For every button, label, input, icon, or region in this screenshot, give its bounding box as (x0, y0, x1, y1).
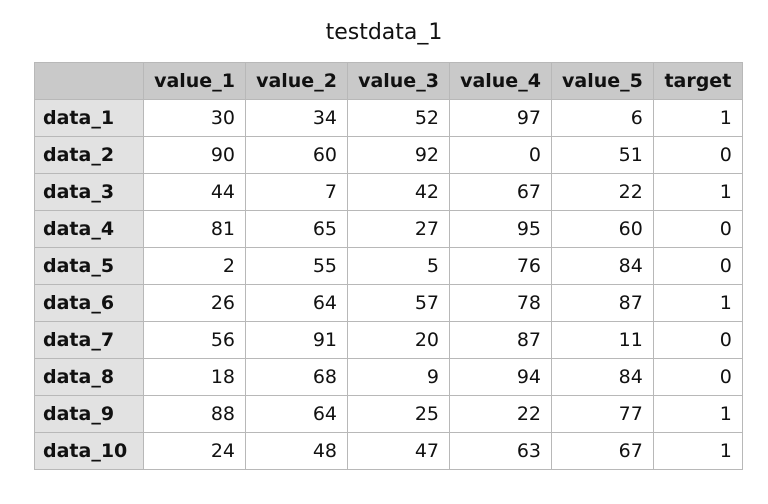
cell: 64 (245, 284, 348, 322)
cell: 47 (347, 432, 450, 470)
cell: 18 (143, 358, 246, 396)
cell: 0 (652, 247, 743, 285)
row-header: data_7 (34, 321, 144, 359)
row-header: data_9 (34, 395, 144, 433)
table-row: data_2 90 60 92 0 51 0 (34, 136, 743, 174)
row-header: data_10 (34, 432, 144, 470)
cell: 81 (143, 210, 246, 248)
cell: 27 (347, 210, 450, 248)
cell: 26 (143, 284, 246, 322)
row-header: data_4 (34, 210, 144, 248)
data-table: value_1 value_2 value_3 value_4 value_5 targe… (34, 62, 743, 470)
cell: 48 (245, 432, 348, 470)
cell: 92 (347, 136, 450, 174)
cell: 87 (449, 321, 552, 359)
cell: 42 (347, 173, 450, 211)
cell: 65 (245, 210, 348, 248)
cell: 78 (449, 284, 552, 322)
column-header: value_5 (551, 62, 654, 100)
cell: 52 (347, 99, 450, 137)
cell: 57 (347, 284, 450, 322)
row-header: data_5 (34, 247, 144, 285)
cell: 67 (449, 173, 552, 211)
cell: 90 (143, 136, 246, 174)
cell: 95 (449, 210, 552, 248)
cell: 0 (652, 358, 743, 396)
table-row: data_5 2 55 5 76 84 0 (34, 247, 743, 285)
column-header: value_4 (449, 62, 552, 100)
cell: 1 (652, 432, 743, 470)
cell: 25 (347, 395, 450, 433)
column-header: value_2 (245, 62, 348, 100)
cell: 7 (245, 173, 348, 211)
cell: 30 (143, 99, 246, 137)
cell: 60 (551, 210, 654, 248)
cell: 6 (551, 99, 654, 137)
cell: 97 (449, 99, 552, 137)
header-row: value_1 value_2 value_3 value_4 value_5 targe… (34, 62, 743, 100)
row-header: data_2 (34, 136, 144, 174)
cell: 0 (652, 210, 743, 248)
cell: 56 (143, 321, 246, 359)
cell: 91 (245, 321, 348, 359)
cell: 64 (245, 395, 348, 433)
cell: 77 (551, 395, 654, 433)
cell: 68 (245, 358, 348, 396)
cell: 11 (551, 321, 654, 359)
table-row: data_10 24 48 47 63 67 1 (34, 432, 743, 470)
table-row: data_6 26 64 57 78 87 1 (34, 284, 743, 322)
table-row: data_4 81 65 27 95 60 0 (34, 210, 743, 248)
cell: 84 (551, 358, 654, 396)
cell: 60 (245, 136, 348, 174)
table-row: data_8 18 68 9 94 84 0 (34, 358, 743, 396)
corner-cell (34, 62, 144, 100)
row-header: data_8 (34, 358, 144, 396)
cell: 94 (449, 358, 552, 396)
cell: 9 (347, 358, 450, 396)
cell: 67 (551, 432, 654, 470)
table-title: testdata_1 (325, 20, 443, 45)
row-header: data_6 (34, 284, 144, 322)
cell: 1 (652, 99, 743, 137)
row-header: data_1 (34, 99, 144, 137)
cell: 34 (245, 99, 348, 137)
cell: 76 (449, 247, 552, 285)
cell: 87 (551, 284, 654, 322)
row-header: data_3 (34, 173, 144, 211)
cell: 2 (143, 247, 246, 285)
table-row: data_1 30 34 52 97 6 1 (34, 99, 743, 137)
cell: 55 (245, 247, 348, 285)
cell: 0 (652, 136, 743, 174)
cell: 0 (449, 136, 552, 174)
cell: 22 (551, 173, 654, 211)
table-row: data_9 88 64 25 22 77 1 (34, 395, 743, 433)
cell: 5 (347, 247, 450, 285)
cell: 0 (652, 321, 743, 359)
cell: 84 (551, 247, 654, 285)
table-row: data_7 56 91 20 87 11 0 (34, 321, 743, 359)
cell: 1 (652, 284, 743, 322)
column-header: target (652, 62, 743, 100)
cell: 63 (449, 432, 552, 470)
table-row: data_3 44 7 42 67 22 1 (34, 173, 743, 211)
cell: 44 (143, 173, 246, 211)
cell: 1 (652, 173, 743, 211)
column-header: value_1 (143, 62, 246, 100)
column-header: value_3 (347, 62, 450, 100)
cell: 24 (143, 432, 246, 470)
cell: 1 (652, 395, 743, 433)
cell: 88 (143, 395, 246, 433)
cell: 20 (347, 321, 450, 359)
cell: 51 (551, 136, 654, 174)
cell: 22 (449, 395, 552, 433)
